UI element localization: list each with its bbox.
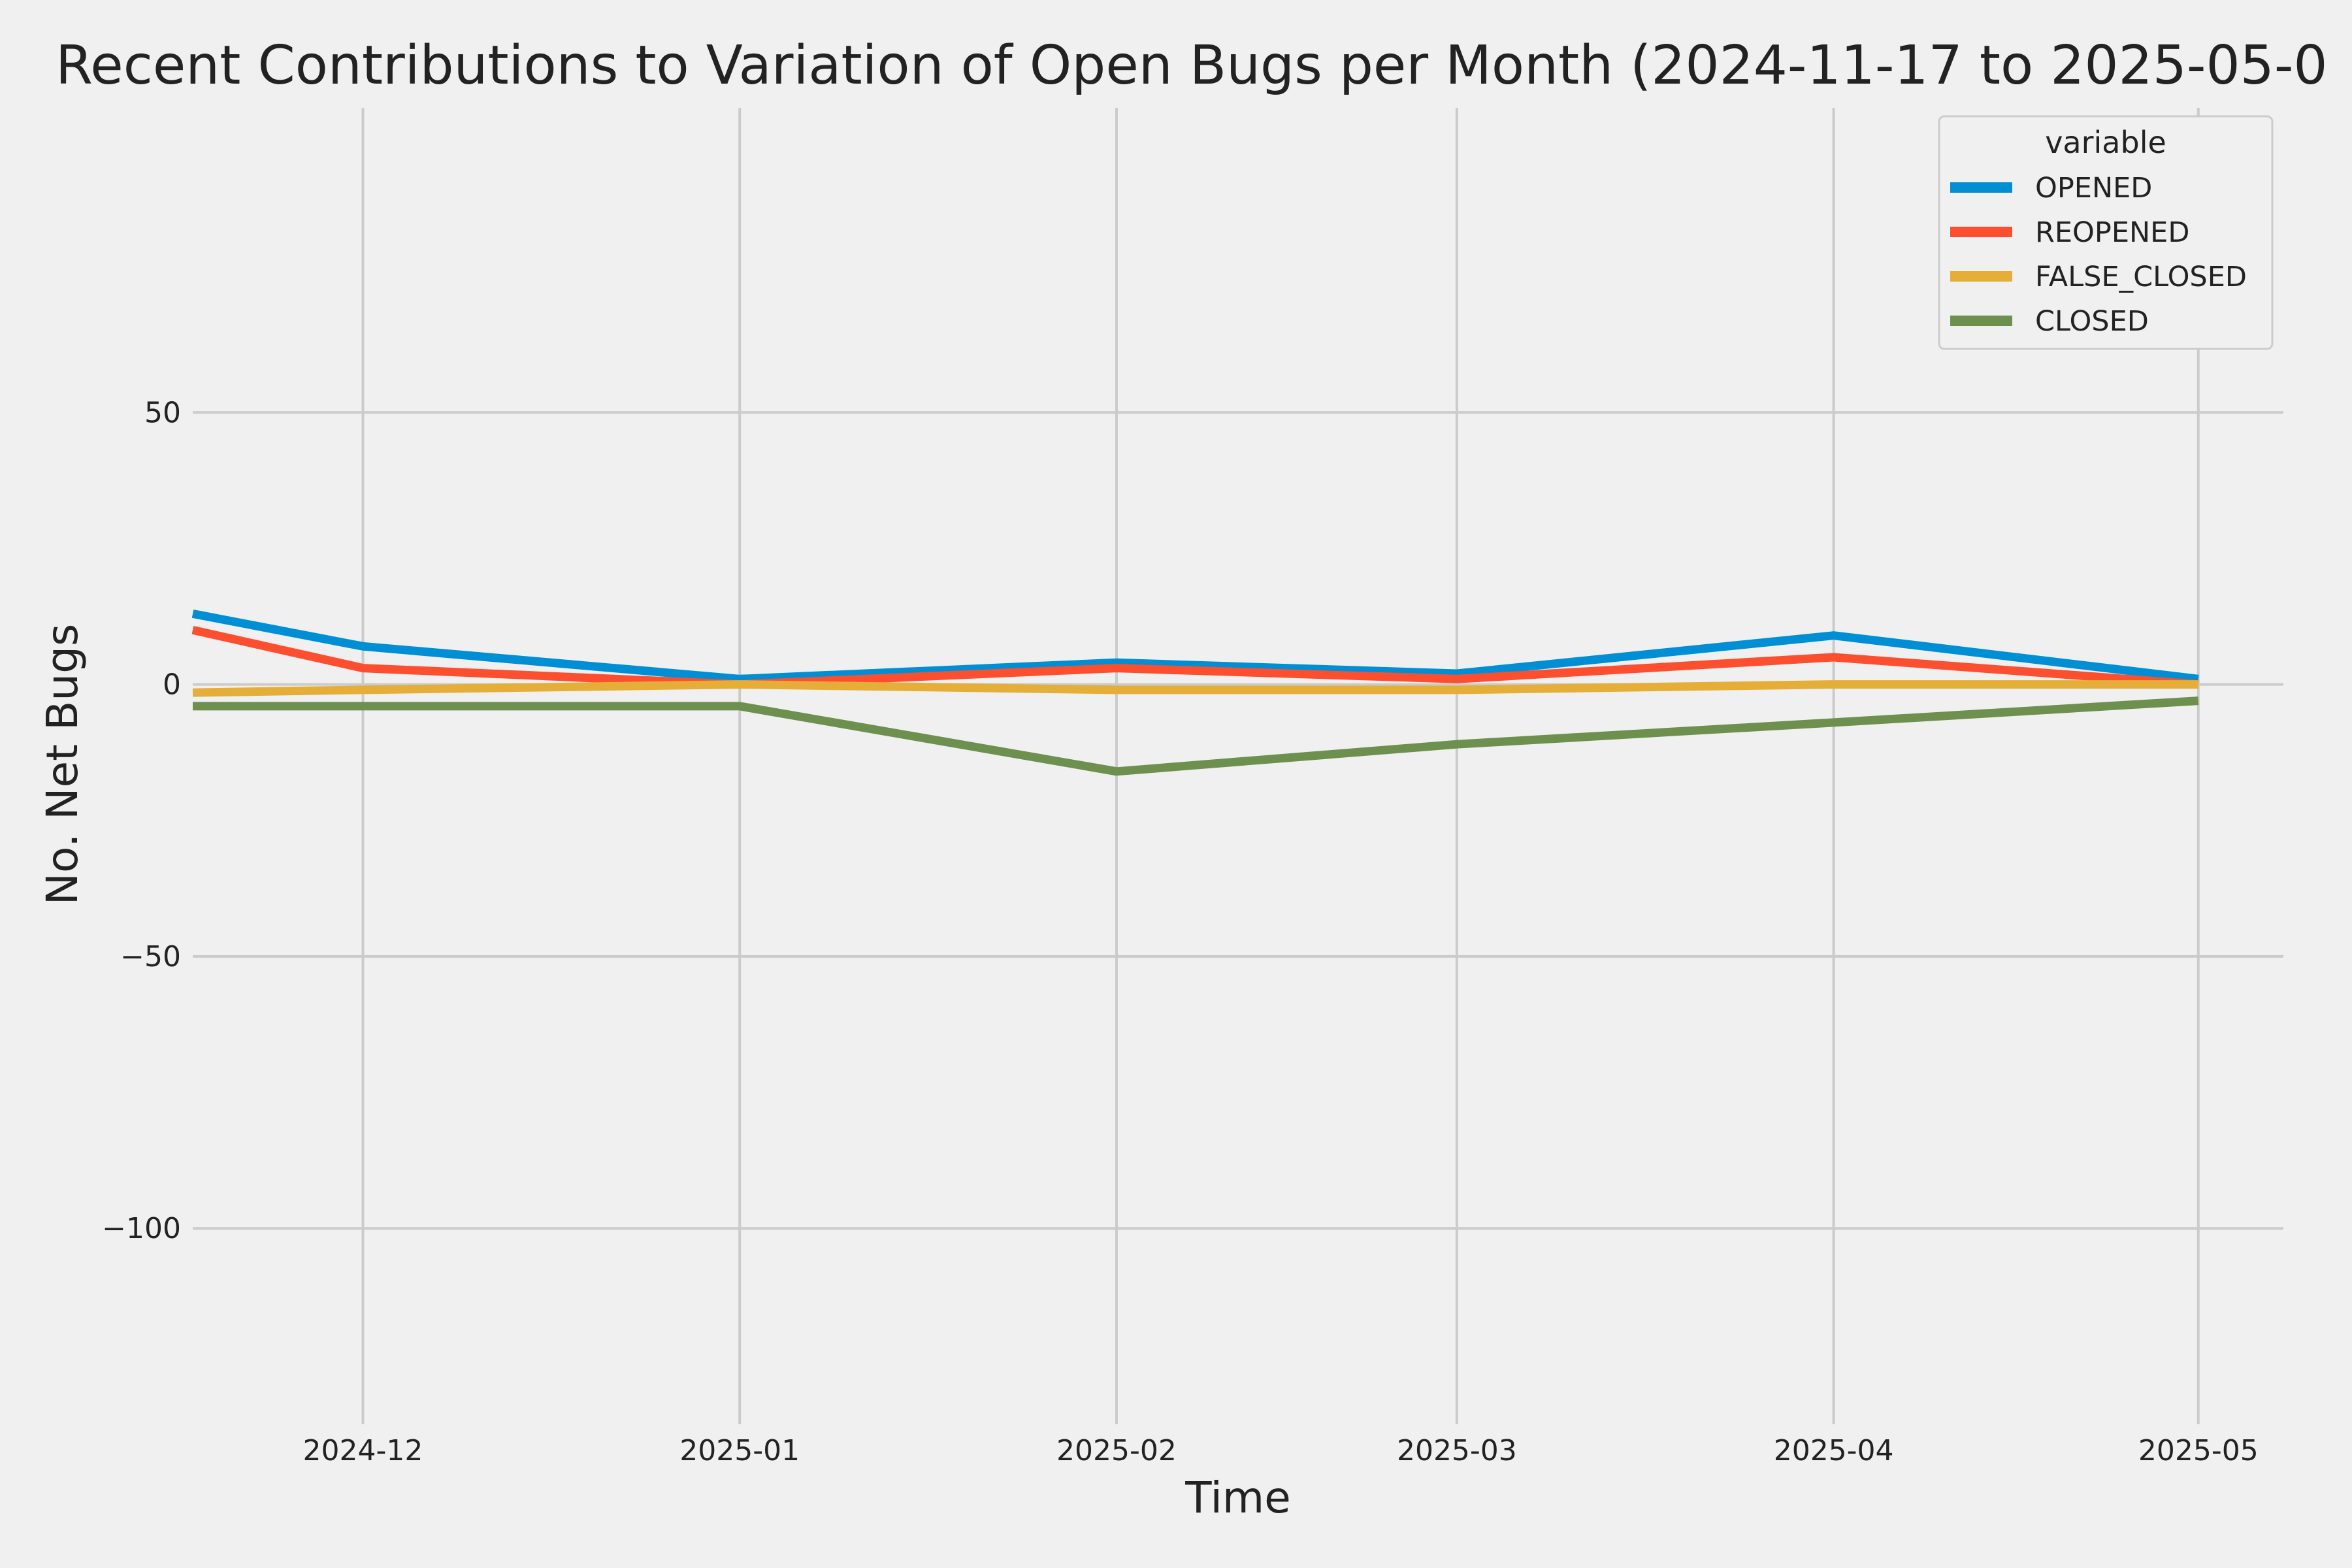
legend-label-closed: CLOSED xyxy=(2035,305,2149,338)
y-tick-label: 0 xyxy=(163,668,181,702)
tick-labels: 2024-12 2025-01 2025-02 2025-03 2025-04 2025-… xyxy=(102,396,2259,1467)
legend: variable OPENED REOPENED FALSE_CLOSED CLOSE… xyxy=(1938,115,2274,350)
legend-frame xyxy=(1938,115,2274,350)
x-tick-label: 2025-01 xyxy=(679,1434,800,1467)
x-tick-label: 2025-02 xyxy=(1056,1434,1177,1467)
x-tick-label: 2024-12 xyxy=(303,1434,423,1467)
legend-items: OPENED REOPENED FALSE_CLOSED CLOSED xyxy=(1950,172,2247,338)
x-axis-label: Time xyxy=(1184,1473,1291,1523)
y-tick-label: −50 xyxy=(120,940,181,973)
legend-title: variable xyxy=(2045,125,2166,160)
x-tick-label: 2025-05 xyxy=(2138,1434,2259,1467)
legend-label-opened: OPENED xyxy=(2035,172,2152,204)
series-line-reopened xyxy=(191,625,2199,689)
x-tick-label: 2025-04 xyxy=(1774,1434,1894,1467)
y-axis-label: No. Net Bugs xyxy=(37,624,88,906)
x-tick-label: 2025-03 xyxy=(1397,1434,1517,1467)
series-line-closed xyxy=(193,696,2199,776)
y-tick-label: −100 xyxy=(102,1212,181,1245)
chart-title: Recent Contributions to Variation of Ope… xyxy=(56,35,2328,97)
series-line-opened xyxy=(191,610,2199,683)
y-tick-label: 50 xyxy=(144,396,181,429)
legend-label-false-closed: FALSE_CLOSED xyxy=(2035,261,2247,293)
series-line-false-closed xyxy=(192,680,2198,697)
series-lines xyxy=(191,610,2199,776)
legend-label-reopened: REOPENED xyxy=(2035,216,2189,249)
